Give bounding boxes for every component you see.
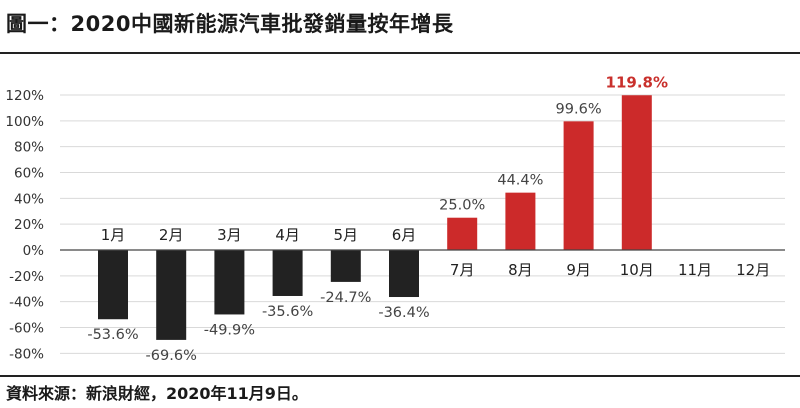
x-category-label: 11月 [678, 261, 712, 279]
bar-chart: 120% 100% 80% 60% 40% 20% 0% -20% -40% -60% -80% 1月… [5, 73, 785, 364]
bar [156, 250, 187, 340]
x-category-label: 2月 [159, 226, 184, 244]
y-tick-label: 40% [14, 191, 44, 207]
y-tick-label: 100% [5, 114, 44, 130]
x-category-label: 6月 [392, 226, 417, 244]
data-label: 119.8% [606, 73, 668, 91]
bar [563, 121, 594, 250]
data-label: -49.9% [204, 322, 255, 338]
x-category-label: 9月 [566, 261, 591, 279]
title-divider [0, 52, 800, 54]
data-label: 25.0% [439, 198, 485, 214]
x-category-label: 8月 [508, 261, 533, 279]
data-label: -35.6% [262, 304, 313, 320]
chart-title: 圖一：2020中國新能源汽車批發銷量按年增長 [6, 12, 454, 36]
y-tick-label: 20% [14, 217, 44, 233]
y-tick-label: 60% [14, 166, 44, 182]
y-tick-label: -60% [9, 321, 44, 337]
source-divider [0, 375, 800, 377]
x-category-label: 4月 [275, 226, 300, 244]
y-tick-label: -80% [9, 346, 44, 362]
bar [272, 250, 303, 296]
x-category-label: 7月 [450, 261, 475, 279]
bar [214, 250, 245, 315]
y-tick-label: 0% [23, 243, 45, 259]
y-tick-label: -20% [9, 269, 44, 285]
x-category-label: 1月 [101, 226, 126, 244]
bar [505, 192, 536, 250]
y-tick-label: 80% [14, 140, 44, 156]
x-category-label: 3月 [217, 226, 242, 244]
x-category-label: 5月 [334, 226, 359, 244]
y-tick-label: 120% [5, 88, 44, 104]
data-label: -69.6% [146, 348, 197, 364]
data-label: -24.7% [320, 290, 371, 306]
source-note: 資料來源：新浪財經，2020年11月9日。 [6, 384, 308, 403]
x-category-label: 12月 [736, 261, 770, 279]
bar [98, 250, 128, 320]
bar [447, 217, 478, 250]
data-label: -36.4% [378, 305, 429, 321]
x-category-label: 10月 [620, 261, 654, 279]
bar [330, 250, 361, 282]
bar [621, 95, 652, 250]
bar [389, 250, 419, 298]
y-tick-label: -40% [9, 295, 44, 311]
data-label: 44.4% [497, 173, 543, 189]
data-label: 99.6% [556, 101, 602, 117]
data-label: -53.6% [87, 327, 138, 343]
